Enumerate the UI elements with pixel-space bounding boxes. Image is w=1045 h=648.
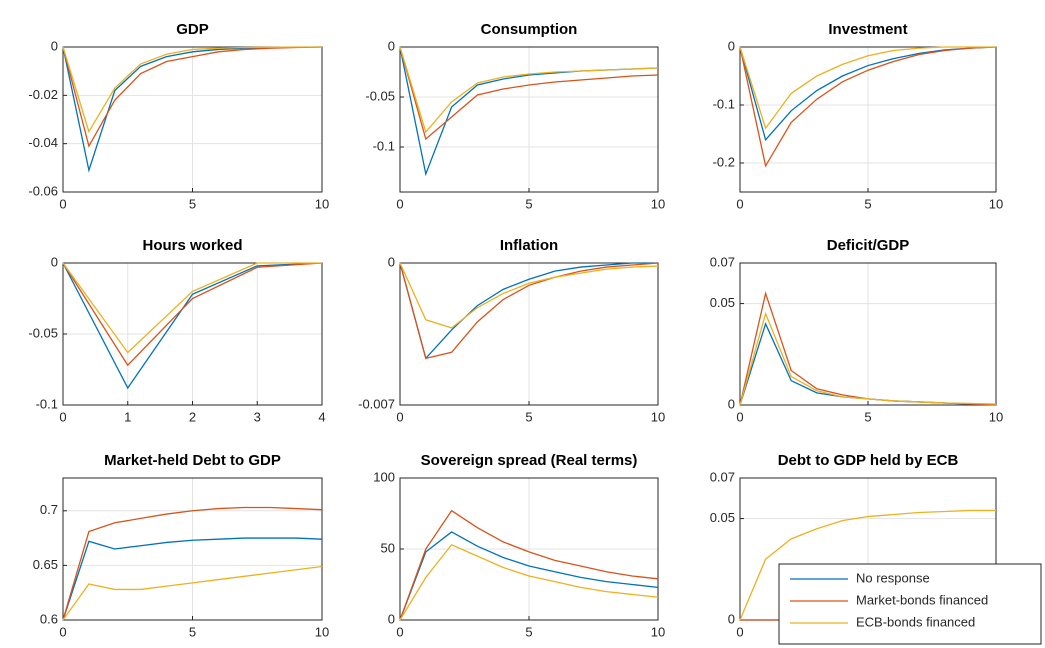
x-tick-label: 0 bbox=[736, 409, 743, 424]
chart-title: Market-held Debt to GDP bbox=[104, 452, 281, 469]
series-line bbox=[62, 262, 323, 367]
y-tick-label: 0 bbox=[388, 38, 395, 53]
legend-box bbox=[778, 563, 1042, 645]
y-tick-label: -0.1 bbox=[373, 138, 395, 153]
series-line bbox=[62, 506, 323, 621]
series-line bbox=[399, 262, 659, 360]
y-tick-label: 0 bbox=[728, 611, 735, 626]
x-tick-label: 10 bbox=[989, 196, 1003, 211]
y-tick-label: 0.6 bbox=[40, 611, 58, 626]
y-tick-label: 0.07 bbox=[710, 469, 735, 484]
series-line bbox=[62, 565, 323, 621]
chart-title: Sovereign spread (Real terms) bbox=[421, 452, 638, 469]
x-tick-label: 0 bbox=[59, 624, 66, 639]
x-tick-label: 10 bbox=[315, 196, 329, 211]
x-tick-label: 5 bbox=[864, 196, 871, 211]
x-tick-label: 10 bbox=[651, 409, 665, 424]
x-tick-label: 5 bbox=[525, 196, 532, 211]
y-tick-label: -0.2 bbox=[713, 154, 735, 169]
y-tick-label: 0.65 bbox=[33, 557, 58, 572]
series-line bbox=[739, 46, 996, 130]
x-tick-label: 0 bbox=[396, 196, 403, 211]
y-tick-label: 0 bbox=[728, 38, 735, 53]
y-tick-label: 0 bbox=[51, 254, 58, 269]
axes-frame bbox=[399, 46, 659, 193]
y-tick-label: 0.05 bbox=[710, 295, 735, 310]
series-line bbox=[62, 262, 322, 354]
x-tick-label: 0 bbox=[59, 409, 66, 424]
y-tick-label: -0.1 bbox=[36, 396, 58, 411]
y-tick-label: 50 bbox=[381, 540, 395, 555]
chart-title: Deficit/GDP bbox=[827, 237, 910, 254]
series-line bbox=[739, 46, 997, 168]
x-tick-label: 0 bbox=[59, 196, 66, 211]
legend-label: Market-bonds financed bbox=[856, 592, 988, 607]
chart-title: Consumption bbox=[481, 21, 578, 38]
chart-title: Inflation bbox=[500, 237, 558, 254]
axes-frame bbox=[739, 262, 997, 406]
series-line bbox=[62, 46, 323, 148]
axes-frame bbox=[62, 46, 323, 193]
series-line bbox=[62, 262, 323, 390]
legend-label: ECB-bonds financed bbox=[856, 614, 975, 629]
x-tick-label: 0 bbox=[736, 196, 743, 211]
x-tick-label: 10 bbox=[651, 196, 665, 211]
y-tick-label: -0.1 bbox=[713, 96, 735, 111]
x-tick-label: 10 bbox=[989, 409, 1003, 424]
x-tick-label: 5 bbox=[864, 409, 871, 424]
x-tick-label: 5 bbox=[525, 624, 532, 639]
series-line bbox=[62, 537, 323, 621]
series-line bbox=[739, 509, 996, 621]
x-tick-label: 5 bbox=[189, 624, 196, 639]
legend-label: No response bbox=[856, 570, 930, 585]
y-tick-label: 0.7 bbox=[40, 502, 58, 517]
x-tick-label: 0 bbox=[396, 409, 403, 424]
x-tick-label: 1 bbox=[124, 409, 131, 424]
x-tick-label: 4 bbox=[318, 409, 325, 424]
y-tick-label: -0.06 bbox=[28, 183, 58, 198]
axes-frame bbox=[62, 262, 323, 406]
axes-frame bbox=[739, 46, 997, 193]
series-line bbox=[399, 262, 658, 360]
y-tick-label: -0.02 bbox=[28, 87, 58, 102]
chart-title: Debt to GDP held by ECB bbox=[778, 452, 959, 469]
y-tick-label: -0.04 bbox=[28, 135, 58, 150]
x-tick-label: 0 bbox=[736, 624, 743, 639]
x-tick-label: 5 bbox=[525, 409, 532, 424]
series-line bbox=[399, 46, 659, 134]
y-tick-label: -0.05 bbox=[28, 325, 58, 340]
chart-title: Hours worked bbox=[142, 237, 242, 254]
series-line bbox=[399, 46, 659, 141]
x-tick-label: 5 bbox=[189, 196, 196, 211]
y-tick-label: 0 bbox=[51, 38, 58, 53]
y-tick-label: 0.07 bbox=[710, 254, 735, 269]
y-tick-label: 0.05 bbox=[710, 510, 735, 525]
axes-frame bbox=[62, 477, 323, 621]
y-tick-label: 0 bbox=[388, 254, 395, 269]
x-tick-label: 0 bbox=[396, 624, 403, 639]
x-tick-label: 10 bbox=[315, 624, 329, 639]
y-tick-label: 0 bbox=[728, 396, 735, 411]
y-tick-label: 0 bbox=[388, 611, 395, 626]
y-tick-label: 100 bbox=[373, 469, 395, 484]
y-tick-label: -0.05 bbox=[365, 88, 395, 103]
y-tick-label: -0.007 bbox=[358, 396, 395, 411]
series-line bbox=[399, 262, 659, 329]
series-line bbox=[399, 543, 659, 621]
axes-frame bbox=[399, 262, 659, 406]
axes-frame bbox=[399, 477, 659, 621]
chart-title: Investment bbox=[828, 21, 907, 38]
series-line bbox=[399, 531, 659, 621]
chart-title: GDP bbox=[176, 21, 209, 38]
series-line bbox=[399, 509, 659, 621]
x-tick-label: 10 bbox=[651, 624, 665, 639]
series-line bbox=[739, 311, 997, 406]
x-tick-label: 2 bbox=[189, 409, 196, 424]
x-tick-label: 3 bbox=[254, 409, 261, 424]
series-line bbox=[62, 46, 322, 134]
